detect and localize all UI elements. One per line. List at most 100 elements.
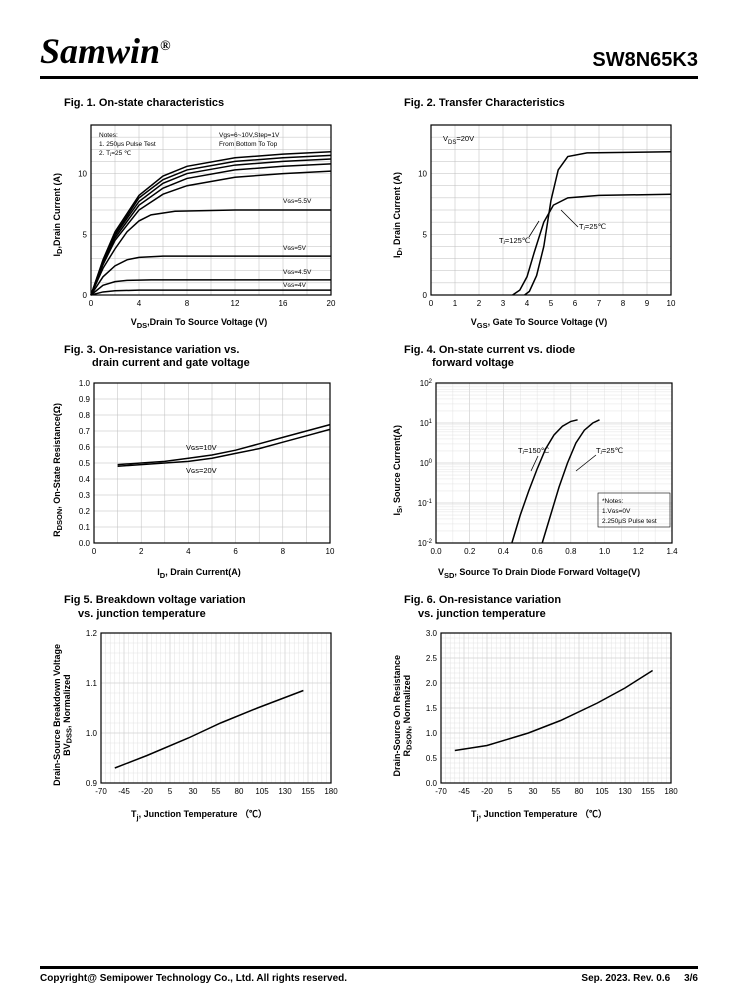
footer-copyright: Copyright@ Semipower Technology Co., Ltd… [40, 973, 347, 984]
svg-text:1.1: 1.1 [86, 679, 98, 688]
svg-text:5: 5 [549, 299, 554, 308]
svg-text:0.2: 0.2 [464, 547, 476, 556]
fig3-xticks: 0246810 [92, 547, 335, 556]
svg-text:20: 20 [326, 299, 335, 308]
svg-text:-70: -70 [96, 787, 108, 796]
fig4-ylabel: IS, Source Current(A) [392, 425, 404, 516]
svg-text:0.0: 0.0 [430, 547, 442, 556]
svg-text:0.9: 0.9 [79, 395, 91, 404]
svg-text:0.1: 0.1 [79, 523, 91, 532]
svg-text:0.0: 0.0 [79, 539, 91, 548]
fig1-topnote1: From Bottom To Top [219, 141, 278, 148]
svg-text:1.0: 1.0 [86, 729, 98, 738]
svg-text:0: 0 [89, 299, 94, 308]
svg-text:2.0: 2.0 [426, 679, 438, 688]
svg-text:0.5: 0.5 [426, 754, 438, 763]
svg-text:0.8: 0.8 [79, 411, 91, 420]
svg-text:4: 4 [186, 547, 191, 556]
svg-text:10-1: 10-1 [418, 499, 433, 508]
svg-text:130: 130 [279, 787, 293, 796]
fig3-ylabel: RDSON, On-State Resistance(Ω) [52, 403, 64, 537]
fig2: Fig. 2. Transfer Characteristics ID, Dra… [380, 97, 698, 330]
svg-text:6: 6 [573, 299, 578, 308]
svg-text:130: 130 [619, 787, 633, 796]
fig4-title: Fig. 4. On-state current vs. diode forwa… [380, 344, 698, 372]
fig1-note1: 1. 250μs Pulse Test [99, 141, 156, 148]
svg-text:30: 30 [529, 787, 538, 796]
svg-text:5: 5 [82, 230, 87, 239]
svg-text:0: 0 [422, 291, 427, 300]
svg-text:6: 6 [233, 547, 238, 556]
fig3-lbl20: Vɢs=20V [186, 466, 217, 475]
svg-text:16: 16 [278, 299, 287, 308]
svg-text:180: 180 [325, 787, 339, 796]
fig4-yticks: 10-210-1100101102 [418, 379, 433, 548]
svg-text:0.6: 0.6 [531, 547, 543, 556]
svg-text:2: 2 [139, 547, 144, 556]
reg-mark: ® [160, 39, 170, 54]
svg-text:1.0: 1.0 [79, 379, 91, 388]
fig1-note2: 2. Tⱼ=25 ℃ [99, 150, 132, 157]
fig1-lbl45: Vɢs=4.5V [283, 269, 312, 276]
fig3-title: Fig. 3. On-resistance variation vs. drai… [40, 344, 358, 372]
fig1: Fig. 1. On-state characteristics ID,Drai… [40, 97, 358, 330]
svg-text:12: 12 [230, 299, 239, 308]
svg-text:10: 10 [78, 169, 87, 178]
fig1-lbl4: Vɢs=4V [283, 282, 307, 289]
fig4-curves [512, 420, 600, 543]
footer-rev: Sep. 2023. Rev. 0.6 [581, 973, 670, 984]
svg-text:10: 10 [418, 169, 427, 178]
fig2-vds: VDS=20V [443, 134, 474, 146]
svg-text:-70: -70 [436, 787, 448, 796]
fig4-lbl25: Tⱼ=25℃ [596, 446, 624, 455]
fig3-lbl10: Vɢs=10V [186, 443, 217, 452]
svg-text:102: 102 [420, 379, 433, 388]
fig6-yticks: 0.00.51.01.52.02.53.0 [426, 629, 438, 788]
fig1-svg: 048121620 0510 Notes: 1. 250μs Pulse Tes… [66, 115, 346, 315]
fig6-ylabel: Drain-Source On Resistance RDSON, Normal… [393, 655, 414, 777]
fig4-note2: 2.250μS Pulse test [602, 518, 657, 525]
fig3-svg: 0246810 0.00.10.20.30.40.50.60.70.80.91.… [66, 375, 346, 565]
fig2-xticks: 012345678910 [429, 299, 676, 308]
fig3-xlabel: ID, Drain Current(A) [157, 567, 240, 580]
svg-text:0.7: 0.7 [79, 427, 91, 436]
fig1-xticks: 048121620 [89, 299, 336, 308]
fig2-xlabel: VGS, Gate To Source Voltage (V) [471, 317, 608, 330]
svg-text:1.0: 1.0 [426, 729, 438, 738]
svg-text:1.4: 1.4 [666, 547, 678, 556]
fig5-xticks: -70-45-205305580105130155180 [96, 787, 339, 796]
fig2-title: Fig. 2. Transfer Characteristics [380, 97, 698, 111]
svg-text:155: 155 [642, 787, 656, 796]
fig4-lbl150: Tⱼ=150℃ [518, 446, 550, 455]
fig4: Fig. 4. On-state current vs. diode forwa… [380, 344, 698, 580]
page-header: Samwin® SW8N65K3 [40, 30, 698, 79]
fig1-ylabel: ID,Drain Current (A) [52, 173, 64, 256]
svg-text:9: 9 [645, 299, 650, 308]
page-footer: Copyright@ Semipower Technology Co., Ltd… [40, 966, 698, 984]
svg-text:5: 5 [422, 230, 427, 239]
fig5-ylabel: Drain-Source Breakdown Voltage BVDSS, No… [53, 644, 74, 786]
fig6-title: Fig. 6. On-resistance variation vs. junc… [380, 594, 698, 622]
svg-text:2: 2 [477, 299, 482, 308]
svg-text:0.4: 0.4 [498, 547, 510, 556]
fig4-xticks: 0.00.20.40.60.81.01.21.4 [430, 547, 678, 556]
svg-text:55: 55 [212, 787, 221, 796]
svg-text:0: 0 [82, 291, 87, 300]
fig4-note0: *Notes: [602, 498, 624, 505]
fig2-yticks: 0 5 10 [418, 169, 427, 299]
svg-text:0.0: 0.0 [426, 779, 438, 788]
svg-text:100: 100 [420, 459, 433, 468]
svg-text:2.5: 2.5 [426, 654, 438, 663]
fig1-xlabel: VDS,Drain To Source Voltage (V) [131, 317, 268, 330]
fig5-svg: -70-45-205305580105130155180 0.91.01.11.… [75, 625, 345, 805]
svg-text:10: 10 [325, 547, 334, 556]
fig4-xlabel: VSD, Source To Drain Diode Forward Volta… [438, 567, 640, 580]
svg-text:10: 10 [666, 299, 675, 308]
fig5-title: Fig 5. Breakdown voltage variation vs. j… [40, 594, 358, 622]
svg-text:-45: -45 [459, 787, 471, 796]
svg-text:0: 0 [92, 547, 97, 556]
fig1-title: Fig. 1. On-state characteristics [40, 97, 358, 111]
figure-grid: Fig. 1. On-state characteristics ID,Drai… [40, 97, 698, 822]
svg-text:1.2: 1.2 [86, 629, 98, 638]
svg-text:-20: -20 [142, 787, 154, 796]
